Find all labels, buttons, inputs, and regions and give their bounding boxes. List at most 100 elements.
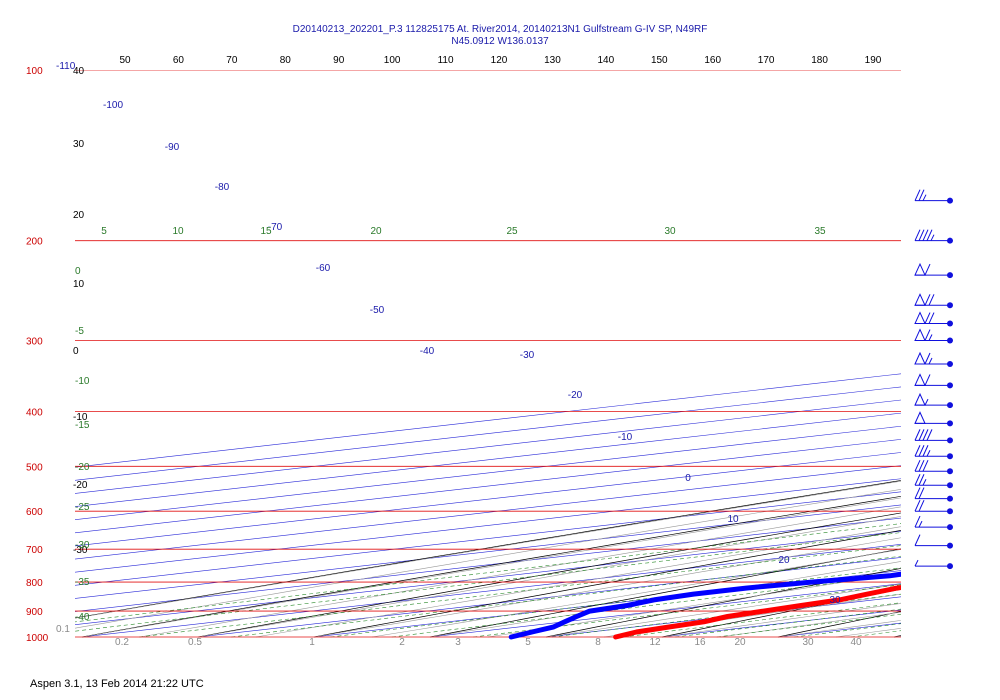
- moist-adiabat-label: -30: [75, 540, 90, 551]
- mixing-ratio-line: [622, 602, 901, 638]
- isotherm-line: [75, 412, 901, 507]
- wind-barb-full: [914, 229, 921, 241]
- wind-barb-full: [918, 189, 925, 201]
- wind-barb-pennant: [914, 328, 926, 342]
- isotherm-label: -70: [268, 222, 283, 233]
- moist-adiabat: [487, 572, 901, 638]
- moist-adiabat: [313, 537, 901, 638]
- top-scale-label: 180: [811, 55, 828, 66]
- mixing-ratio-lower-label: 40: [850, 637, 862, 648]
- mixing-ratio-lower-label: 30: [802, 637, 814, 648]
- wind-barb-half: [930, 234, 935, 241]
- isotherm-line: [75, 425, 901, 520]
- wind-barb-full: [924, 294, 931, 306]
- dry-adiabat-label: 20: [73, 210, 85, 221]
- moist-adiabat: [603, 593, 901, 638]
- isotherm-line: [75, 491, 901, 586]
- pressure-label: 700: [26, 545, 43, 556]
- isotherm-line: [661, 609, 901, 638]
- moist-adiabat-label: -40: [75, 612, 90, 623]
- footer-text: Aspen 3.1, 13 Feb 2014 21:22 UTC: [30, 678, 204, 690]
- wind-barb-full: [918, 459, 925, 472]
- wind-barb-full: [918, 229, 925, 241]
- wind-barb-pennant: [914, 351, 926, 365]
- chart-subtitle: N45.0912 W136.0137: [451, 36, 549, 47]
- top-scale-label: 150: [651, 55, 668, 66]
- isotherm-label: -10: [618, 432, 633, 443]
- moist-adiabat-label: -10: [75, 376, 90, 387]
- isotherm-label: -30: [520, 350, 535, 361]
- top-scale-label: 130: [544, 55, 561, 66]
- isotherm-line: [75, 386, 901, 481]
- moist-adiabat-label: -5: [75, 326, 84, 337]
- pressure-label: 400: [26, 407, 43, 418]
- isotherm-line: [81, 544, 901, 638]
- wind-barb-full: [918, 474, 925, 486]
- isotherm-line: [545, 596, 901, 638]
- wind-barb-full: [914, 515, 921, 528]
- isotherm-label: -60: [316, 263, 331, 274]
- pressure-label: 800: [26, 578, 43, 589]
- wind-barb-full: [922, 429, 929, 441]
- dry-adiabat: [661, 588, 901, 638]
- top-scale-label: 90: [333, 55, 345, 66]
- moist-adiabat-label: -35: [75, 577, 90, 588]
- top-scale-label: 110: [438, 55, 454, 66]
- isotherm-top-label: -110: [56, 61, 76, 72]
- dry-adiabat-top-label: 40: [73, 66, 85, 77]
- wind-barb-full: [918, 429, 925, 441]
- dry-adiabat: [75, 480, 901, 619]
- mixing-ratio-lower-label: 3: [455, 637, 461, 648]
- wind-barb-full: [914, 474, 921, 486]
- dry-adiabat: [893, 635, 901, 638]
- wind-barb-half: [922, 194, 927, 201]
- mixing-ratio-line: [473, 584, 901, 638]
- top-scale-label: 100: [384, 55, 401, 66]
- isotherm-line: [313, 570, 901, 638]
- moist-adiabat: [545, 583, 901, 638]
- wind-barb-full: [918, 500, 925, 512]
- wind-barb-full: [918, 487, 925, 499]
- top-scale-label: 170: [758, 55, 775, 66]
- mixing-ratio-line: [794, 623, 901, 638]
- wind-barb-full: [928, 312, 935, 324]
- wind-barb-pennant: [914, 293, 926, 306]
- isotherm-line: [75, 517, 901, 612]
- isotherm-line: [75, 465, 901, 560]
- wind-barb-full: [926, 229, 933, 241]
- top-scale-label: 50: [119, 55, 131, 66]
- top-scale-label: 60: [173, 55, 185, 66]
- mixing-ratio-lower-label: 0.2: [115, 637, 129, 648]
- wind-barb-half: [922, 479, 927, 486]
- mixing-ratio-corner-label: 0.1: [56, 624, 70, 635]
- temperature-line: [613, 584, 901, 640]
- isotherm-line: [75, 478, 901, 573]
- mixing-ratio-line: [138, 545, 901, 638]
- isotherm-line: [893, 635, 901, 638]
- wind-barb-pennant: [914, 311, 926, 325]
- dry-adiabat: [545, 568, 901, 638]
- wind-barb-half: [918, 520, 923, 528]
- dry-adiabat-label: -30: [73, 545, 88, 556]
- top-scale-label: 190: [865, 55, 882, 66]
- mixing-ratio-lower-label: 8: [595, 637, 601, 648]
- dry-adiabat-label: 0: [73, 346, 79, 357]
- isotherm-line: [777, 622, 901, 638]
- moist-adiabat-label: -20: [75, 462, 90, 473]
- moist-adiabat: [429, 561, 901, 638]
- isotherm-line: [75, 373, 901, 468]
- mixing-ratio-line: [330, 567, 901, 638]
- mixing-ratio-label: 20: [370, 226, 382, 237]
- pressure-label: 900: [26, 607, 43, 618]
- wind-barb-full: [924, 263, 931, 276]
- chart-series: [508, 571, 901, 640]
- isotherm-label: -90: [165, 142, 180, 153]
- isotherm-label: -20: [568, 390, 583, 401]
- dry-adiabat-label: -20: [73, 480, 88, 491]
- dry-adiabat: [197, 512, 901, 638]
- isotherm-label: -50: [370, 305, 385, 316]
- wind-barb-full: [918, 445, 925, 457]
- isotherm-line: [75, 452, 901, 547]
